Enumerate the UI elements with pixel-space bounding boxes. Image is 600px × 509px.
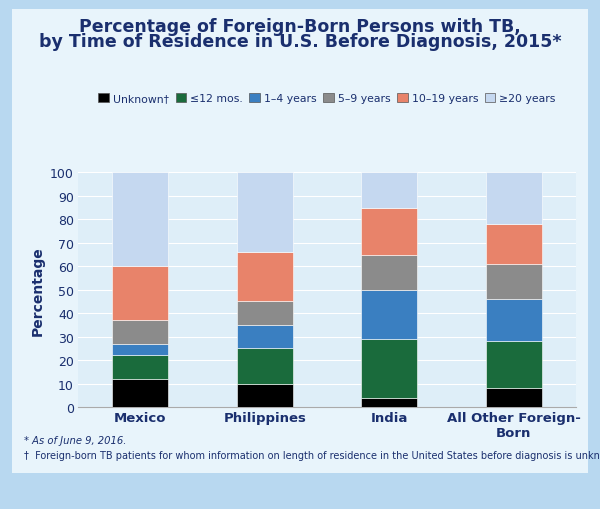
Bar [237,349,293,384]
Bar [361,173,417,208]
Bar [237,384,293,407]
Bar [486,264,542,299]
Bar [361,340,417,398]
Text: * As of June 9, 2016.: * As of June 9, 2016. [24,435,127,445]
Bar [486,224,542,264]
Bar [112,379,168,407]
Bar [361,290,417,340]
Bar [361,398,417,407]
Text: by Time of Residence in U.S. Before Diagnosis, 2015*: by Time of Residence in U.S. Before Diag… [38,33,562,51]
Bar [237,302,293,325]
Bar [237,325,293,349]
Bar [112,344,168,356]
Bar [486,173,542,224]
Bar [486,342,542,388]
Legend: Unknown†, ≤12 mos., 1–4 years, 5–9 years, 10–19 years, ≥20 years: Unknown†, ≤12 mos., 1–4 years, 5–9 years… [94,90,560,108]
Bar [237,173,293,252]
Bar [486,388,542,407]
Bar [112,321,168,344]
Y-axis label: Percentage: Percentage [31,245,44,335]
Text: Percentage of Foreign-Born Persons with TB,: Percentage of Foreign-Born Persons with … [79,18,521,36]
Bar [486,299,542,342]
Text: †  Foreign-born TB patients for whom information on length of residence in the U: † Foreign-born TB patients for whom info… [24,450,600,461]
Bar [237,252,293,302]
Bar [112,356,168,379]
Bar [112,267,168,321]
Bar [112,173,168,267]
Bar [361,255,417,290]
Bar [361,208,417,255]
